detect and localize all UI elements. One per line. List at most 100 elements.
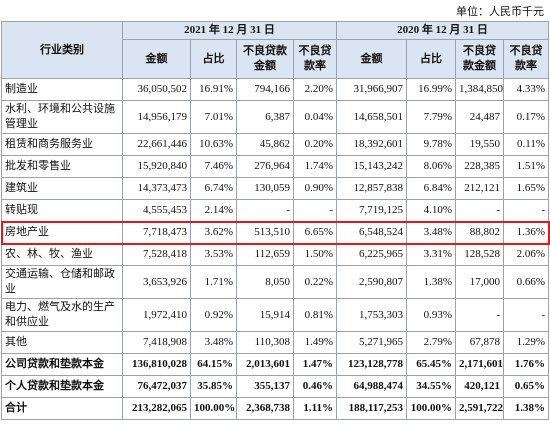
cell: 5,271,965	[336, 331, 407, 354]
cell: 4.33%	[503, 78, 549, 101]
cell: 1.49%	[293, 331, 337, 354]
cell: 136,810,028	[122, 353, 191, 376]
cell: -	[455, 199, 504, 222]
unit-note: 单位：人民币千元	[456, 6, 544, 18]
cell: 88,802	[455, 221, 504, 244]
cell: 6,387	[236, 100, 294, 134]
cell: 2,591,722	[455, 397, 504, 420]
cell: 17,000	[455, 265, 504, 299]
cell: 1,972,410	[122, 298, 191, 332]
cell: 130,059	[236, 177, 294, 200]
cell: 1.74%	[293, 155, 337, 178]
cell: 8,050	[236, 265, 294, 299]
cell: 14,956,179	[122, 100, 191, 134]
cell: 1.71%	[190, 265, 237, 299]
table-row: 交通运输、仓储和邮政业 3,653,926 1.71% 8,050 0.22% 2,590…	[1, 265, 549, 299]
cell: 0.11%	[503, 133, 549, 156]
cell: 3,653,926	[122, 265, 191, 299]
cell: 0.66%	[503, 265, 549, 299]
row-label: 个人贷款和垫款本金	[1, 375, 123, 398]
cell: 65.45%	[406, 353, 456, 376]
cell: 45,862	[236, 133, 294, 156]
cell: 9.78%	[406, 133, 456, 156]
cell: -	[293, 199, 337, 222]
cell: 6.84%	[406, 177, 456, 200]
cell: 513,510	[236, 221, 294, 244]
table-row: 个人贷款和垫款本金 76,472,037 35.85% 355,137 0.46% 64,…	[1, 375, 549, 398]
cell: 1.50%	[293, 243, 337, 266]
cell: 100.00%	[406, 397, 456, 420]
cell: 34.55%	[406, 375, 456, 398]
cell: 1.36%	[503, 221, 549, 244]
row-label: 合计	[1, 397, 123, 420]
cell: 228,385	[455, 155, 504, 178]
cell: 4.10%	[406, 199, 456, 222]
row-label: 交通运输、仓储和邮政业	[1, 265, 123, 299]
cell: 123,128,778	[336, 353, 407, 376]
column-header: 不良贷款金额	[236, 39, 294, 79]
table-body: 制造业 36,050,502 16.91% 794,166 2.20% 31,966,90…	[1, 78, 549, 420]
row-label: 电力、燃气及水的生产和供应业	[1, 298, 123, 332]
cell: 1.11%	[293, 397, 337, 420]
cell: 2.14%	[190, 199, 237, 222]
cell: 3.31%	[406, 243, 456, 266]
cell: 2.20%	[293, 78, 337, 101]
cell: 1.51%	[503, 155, 549, 178]
table-row: 建筑业 14,373,473 6.74% 130,059 0.90% 12,857,838…	[1, 177, 549, 200]
cell: 6.65%	[293, 221, 337, 244]
cell: 3.48%	[190, 331, 237, 354]
column-header: 金额	[336, 39, 407, 79]
cell: 2,590,807	[336, 265, 407, 299]
cell: 1,384,850	[455, 78, 504, 101]
cell: 67,878	[455, 331, 504, 354]
column-header: 占比	[406, 39, 456, 79]
cell: -	[503, 298, 549, 332]
cell: 7,418,908	[122, 331, 191, 354]
cell: 64,988,474	[336, 375, 407, 398]
cell: 112,659	[236, 243, 294, 266]
cell: 2.79%	[406, 331, 456, 354]
cell: 7,718,473	[122, 221, 191, 244]
cell: 1.47%	[293, 353, 337, 376]
cell: 0.90%	[293, 177, 337, 200]
cell: 0.81%	[293, 298, 337, 332]
category-header: 行业类别	[1, 21, 123, 79]
cell: 7.79%	[406, 100, 456, 134]
cell: 128,528	[455, 243, 504, 266]
cell: 188,117,253	[336, 397, 407, 420]
table-row: 租赁和商务服务业 22,661,446 10.63% 45,862 0.20% 18,39…	[1, 133, 549, 156]
cell: 3.62%	[190, 221, 237, 244]
cell: 16.99%	[406, 78, 456, 101]
cell: 0.20%	[293, 133, 337, 156]
header-row: 行业类别 2021 年 12 月 31 日 2020 年 12 月 31 日	[1, 21, 549, 79]
cell: 0.93%	[406, 298, 456, 332]
cell: 6.74%	[190, 177, 237, 200]
cell: 14,373,473	[122, 177, 191, 200]
cell: 14,658,501	[336, 100, 407, 134]
column-header: 金额	[122, 39, 191, 79]
cell: 355,137	[236, 375, 294, 398]
period-header: 2021 年 12 月 31 日	[122, 21, 337, 40]
column-header: 占比	[190, 39, 237, 79]
row-label: 批发和零售业	[1, 155, 123, 178]
cell: 213,282,065	[122, 397, 191, 420]
table-row: 电力、燃气及水的生产和供应业 1,972,410 0.92% 15,914 0.81% 1…	[1, 298, 549, 332]
cell: 3.48%	[406, 221, 456, 244]
cell: 0.04%	[293, 100, 337, 134]
row-label: 其他	[1, 331, 123, 354]
row-label: 公司贷款和垫款本金	[1, 353, 123, 376]
column-header: 不良贷款率	[293, 39, 337, 79]
cell: 7,719,125	[336, 199, 407, 222]
row-label: 建筑业	[1, 177, 123, 200]
cell: -	[236, 199, 294, 222]
cell: 1.38%	[406, 265, 456, 299]
row-label: 转贴现	[1, 199, 123, 222]
table-row: 公司贷款和垫款本金 136,810,028 64.15% 2,013,601 1.47%…	[1, 353, 549, 376]
cell: -	[455, 298, 504, 332]
loan-table: 行业类别 2021 年 12 月 31 日 2020 年 12 月 31 日 金额占…	[1, 21, 549, 420]
cell: 10.63%	[190, 133, 237, 156]
cell: 19,550	[455, 133, 504, 156]
table-row: 房地产业 7,718,473 3.62% 513,510 6.65% 6,548,524 3…	[1, 221, 549, 244]
table-row: 合计 213,282,065 100.00% 2,368,738 1.11% 188,11…	[1, 397, 549, 420]
